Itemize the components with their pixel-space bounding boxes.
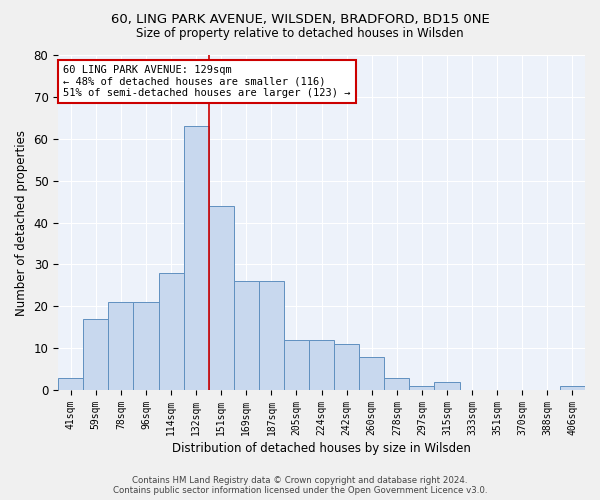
Bar	[359, 356, 384, 390]
Text: Size of property relative to detached houses in Wilsden: Size of property relative to detached ho…	[136, 28, 464, 40]
Bar	[133, 302, 158, 390]
Text: 60 LING PARK AVENUE: 129sqm
← 48% of detached houses are smaller (116)
51% of se: 60 LING PARK AVENUE: 129sqm ← 48% of det…	[64, 65, 351, 98]
Bar	[58, 378, 83, 390]
Bar	[434, 382, 460, 390]
Bar	[234, 281, 259, 390]
X-axis label: Distribution of detached houses by size in Wilsden: Distribution of detached houses by size …	[172, 442, 471, 455]
Bar	[109, 302, 133, 390]
Bar	[284, 340, 309, 390]
Bar	[309, 340, 334, 390]
Bar	[409, 386, 434, 390]
Text: 60, LING PARK AVENUE, WILSDEN, BRADFORD, BD15 0NE: 60, LING PARK AVENUE, WILSDEN, BRADFORD,…	[110, 12, 490, 26]
Bar	[158, 273, 184, 390]
Bar	[384, 378, 409, 390]
Bar	[83, 319, 109, 390]
Y-axis label: Number of detached properties: Number of detached properties	[15, 130, 28, 316]
Bar	[334, 344, 359, 390]
Bar	[560, 386, 585, 390]
Text: Contains HM Land Registry data © Crown copyright and database right 2024.
Contai: Contains HM Land Registry data © Crown c…	[113, 476, 487, 495]
Bar	[209, 206, 234, 390]
Bar	[259, 281, 284, 390]
Bar	[184, 126, 209, 390]
